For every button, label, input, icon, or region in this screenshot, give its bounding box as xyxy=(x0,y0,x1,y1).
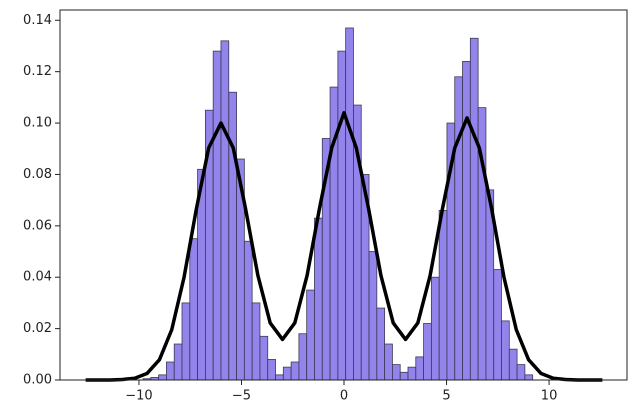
histogram-bar xyxy=(415,356,424,381)
histogram-bar xyxy=(376,307,386,381)
histogram-bar xyxy=(501,320,510,381)
histogram-bar xyxy=(493,269,502,381)
histogram-bar xyxy=(298,333,308,381)
histogram-bar xyxy=(243,240,253,381)
x-tick-label: 0 xyxy=(340,389,348,404)
y-tick-label: 0.04 xyxy=(23,270,52,285)
x-tick-label: 5 xyxy=(442,389,450,404)
histogram-bar xyxy=(267,359,276,381)
histogram-bar xyxy=(282,366,292,381)
histogram-bar xyxy=(508,348,518,381)
histogram-bar xyxy=(181,302,191,381)
x-tick-label: −5 xyxy=(232,389,251,404)
histogram-bar xyxy=(290,361,300,381)
histogram-bar xyxy=(259,335,269,381)
histogram-bar xyxy=(384,343,393,381)
histogram-bar xyxy=(392,364,401,381)
x-tick-label: 10 xyxy=(541,389,558,404)
histogram-bar xyxy=(189,238,198,381)
y-tick-label: 0.12 xyxy=(23,64,52,79)
density-line xyxy=(85,111,603,382)
y-tick-label: 0.10 xyxy=(23,116,52,131)
x-tick-label: −10 xyxy=(125,389,152,404)
histogram-bar xyxy=(166,361,175,381)
histogram-bar xyxy=(158,374,167,381)
histogram-bar xyxy=(306,289,315,381)
histogram-bar xyxy=(368,251,378,381)
histogram-bar xyxy=(228,91,237,381)
histogram-bar xyxy=(275,374,284,381)
histogram-bar xyxy=(469,37,479,381)
histogram-bar xyxy=(399,371,409,381)
histogram-bar xyxy=(524,374,534,381)
histogram-bar xyxy=(516,364,526,381)
y-tick-label: 0.02 xyxy=(23,321,52,336)
y-tick-label: 0.06 xyxy=(23,218,52,233)
plot-frame xyxy=(59,9,628,381)
histogram-bar xyxy=(423,323,432,381)
histogram-bar xyxy=(430,276,440,381)
histogram-bar xyxy=(407,366,417,381)
histogram-bar xyxy=(251,302,261,381)
histogram-bar xyxy=(462,60,471,381)
histogram-bar xyxy=(212,50,222,381)
histogram-bar xyxy=(438,210,448,381)
y-tick-label: 0.14 xyxy=(23,13,52,28)
histogram-bar xyxy=(337,50,347,381)
y-tick-label: 0.08 xyxy=(23,167,52,182)
histogram-bar xyxy=(314,217,323,381)
histogram-bar xyxy=(345,27,354,381)
histogram-bar xyxy=(220,40,230,381)
histogram-bar xyxy=(173,343,183,381)
histogram-bar xyxy=(454,76,463,381)
y-tick-label: 0.00 xyxy=(23,373,52,388)
